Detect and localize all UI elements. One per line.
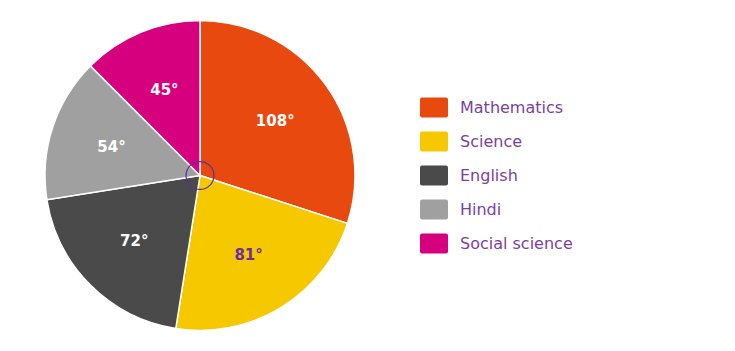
center-ring (186, 162, 214, 190)
data-label: 45° (150, 81, 178, 99)
legend-swatch (420, 132, 448, 152)
slices (45, 21, 355, 331)
legend-label: Mathematics (460, 98, 563, 117)
legend-swatch (420, 234, 448, 254)
chart-container: 108° 81° 72° 54° 45° Mathematics Science Englis… (0, 0, 735, 351)
data-label: 54° (97, 138, 125, 156)
legend-swatch (420, 200, 448, 220)
data-label: 108° (256, 112, 295, 130)
chart: 108° 81° 72° 54° 45° Mathematics Science Englis… (0, 0, 735, 351)
legend-swatch (420, 98, 448, 118)
legend: Mathematics Science English Hindi Social sci… (420, 98, 573, 254)
legend-label: Science (460, 132, 522, 151)
data-label: 81° (234, 246, 262, 264)
data-labels: 108° 81° 72° 54° 45° (97, 81, 294, 264)
legend-swatch (420, 166, 448, 186)
legend-label: Hindi (460, 200, 501, 219)
pie-slice (90, 21, 200, 176)
data-label: 72° (120, 232, 148, 250)
legend-label: Social science (460, 234, 573, 253)
legend-label: English (460, 166, 518, 185)
pie-slice (47, 176, 200, 329)
pie-slice (176, 176, 348, 331)
